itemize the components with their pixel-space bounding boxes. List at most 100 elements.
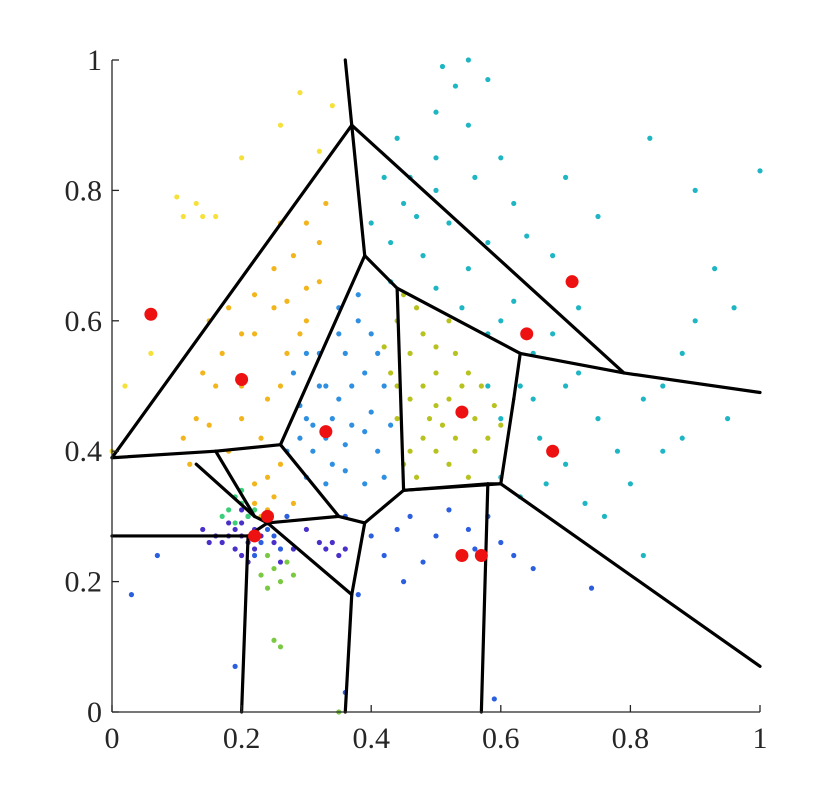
data-point-cluster-3 <box>381 474 387 480</box>
data-point-cluster-3 <box>290 370 297 376</box>
data-point-cluster-7 <box>465 474 471 480</box>
data-point-cluster-2 <box>381 552 387 559</box>
data-point-cluster-4 <box>595 213 601 220</box>
data-point-cluster-4 <box>401 200 407 207</box>
data-point-cluster-4 <box>433 285 439 291</box>
data-point-cluster-8 <box>277 383 284 389</box>
data-point-cluster-2 <box>284 513 290 520</box>
data-point-cluster-3 <box>368 409 374 415</box>
data-point-cluster-3 <box>297 435 303 441</box>
data-point-cluster-3 <box>362 370 368 376</box>
centroid-marker <box>235 372 249 386</box>
data-point-cluster-7 <box>452 435 459 441</box>
voronoi-edge <box>395 286 522 355</box>
data-point-cluster-8 <box>323 200 329 207</box>
voronoi-edge <box>479 482 490 714</box>
voronoi-edges-layer <box>110 58 762 714</box>
data-point-cluster-8 <box>277 461 284 467</box>
data-point-cluster-7 <box>472 416 478 422</box>
data-point-cluster-9 <box>213 213 219 220</box>
voronoi-edge <box>395 286 406 492</box>
voronoi-edge <box>350 123 367 258</box>
data-point-cluster-7 <box>439 422 446 428</box>
data-point-cluster-4 <box>433 155 439 161</box>
data-point-cluster-3 <box>323 481 329 487</box>
data-point-cluster-9 <box>277 122 284 128</box>
data-point-cluster-1 <box>336 552 342 559</box>
data-point-cluster-8 <box>264 474 271 480</box>
data-point-cluster-3 <box>303 350 309 356</box>
data-point-cluster-7 <box>413 305 420 311</box>
data-point-cluster-7 <box>465 370 471 376</box>
y-tick-label: 0.2 <box>65 566 103 599</box>
data-point-cluster-8 <box>290 253 297 259</box>
data-point-cluster-3 <box>310 422 316 428</box>
data-point-cluster-4 <box>550 331 556 337</box>
data-point-cluster-2 <box>491 696 497 702</box>
voronoi-edge <box>278 443 341 519</box>
data-point-cluster-8 <box>284 350 290 356</box>
data-point-cluster-1 <box>239 507 245 513</box>
data-point-cluster-2 <box>407 513 413 520</box>
data-point-cluster-7 <box>433 344 439 350</box>
data-point-cluster-4 <box>530 396 536 402</box>
data-point-cluster-8 <box>316 239 322 246</box>
data-point-cluster-4 <box>575 305 582 311</box>
data-point-cluster-8 <box>251 292 258 298</box>
data-point-cluster-7 <box>388 370 394 376</box>
data-point-cluster-8 <box>316 279 322 285</box>
y-tick-label: 0.6 <box>65 305 103 338</box>
data-point-cluster-4 <box>647 135 653 141</box>
data-point-cluster-8 <box>303 285 309 291</box>
data-point-cluster-6 <box>264 552 271 559</box>
data-point-cluster-4 <box>692 318 698 324</box>
y-tick-label: 0.4 <box>65 435 103 468</box>
data-point-cluster-2 <box>530 565 536 572</box>
data-point-cluster-9 <box>329 103 335 109</box>
data-point-cluster-9 <box>297 90 303 96</box>
data-point-cluster-8 <box>226 305 232 311</box>
data-point-cluster-7 <box>413 474 420 480</box>
data-point-cluster-7 <box>452 350 459 356</box>
data-point-cluster-2 <box>264 526 271 533</box>
data-point-cluster-7 <box>407 396 413 402</box>
data-point-cluster-2 <box>128 592 135 598</box>
data-point-cluster-2 <box>368 533 374 539</box>
data-point-cluster-3 <box>329 416 335 422</box>
data-point-cluster-3 <box>336 396 342 402</box>
data-point-cluster-7 <box>472 448 478 454</box>
x-tick-label: 0.4 <box>352 722 390 755</box>
voronoi-edge <box>343 593 354 714</box>
data-point-cluster-1 <box>342 546 348 552</box>
data-point-cluster-6 <box>271 637 277 643</box>
voronoi-edge <box>518 351 626 375</box>
data-point-cluster-7 <box>433 448 439 454</box>
data-point-cluster-4 <box>601 513 608 520</box>
data-point-cluster-8 <box>290 500 297 506</box>
centroid-marker <box>455 549 469 563</box>
data-point-cluster-4 <box>439 63 446 70</box>
data-point-cluster-5 <box>226 507 232 513</box>
voronoi-edge <box>110 123 354 460</box>
data-point-cluster-4 <box>679 350 685 356</box>
centroid-marker <box>546 444 560 458</box>
data-point-cluster-4 <box>498 155 504 161</box>
data-point-cluster-3 <box>388 422 394 428</box>
data-point-cluster-9 <box>174 194 180 200</box>
voronoi-edge <box>240 534 250 714</box>
data-point-cluster-3 <box>336 331 342 337</box>
voronoi-edge <box>363 488 406 525</box>
data-point-cluster-8 <box>180 435 186 441</box>
data-point-cluster-8 <box>193 416 199 422</box>
data-point-cluster-1 <box>200 526 206 533</box>
voronoi-edge <box>337 514 367 525</box>
data-point-cluster-6 <box>277 579 284 585</box>
data-point-cluster-6 <box>290 572 297 578</box>
data-point-cluster-4 <box>575 370 582 376</box>
data-point-cluster-2 <box>433 533 439 539</box>
voronoi-edge <box>622 371 762 395</box>
data-point-cluster-4 <box>394 135 400 141</box>
data-point-cluster-4 <box>595 416 601 422</box>
data-point-cluster-8 <box>258 435 264 441</box>
data-point-cluster-3 <box>375 350 381 356</box>
